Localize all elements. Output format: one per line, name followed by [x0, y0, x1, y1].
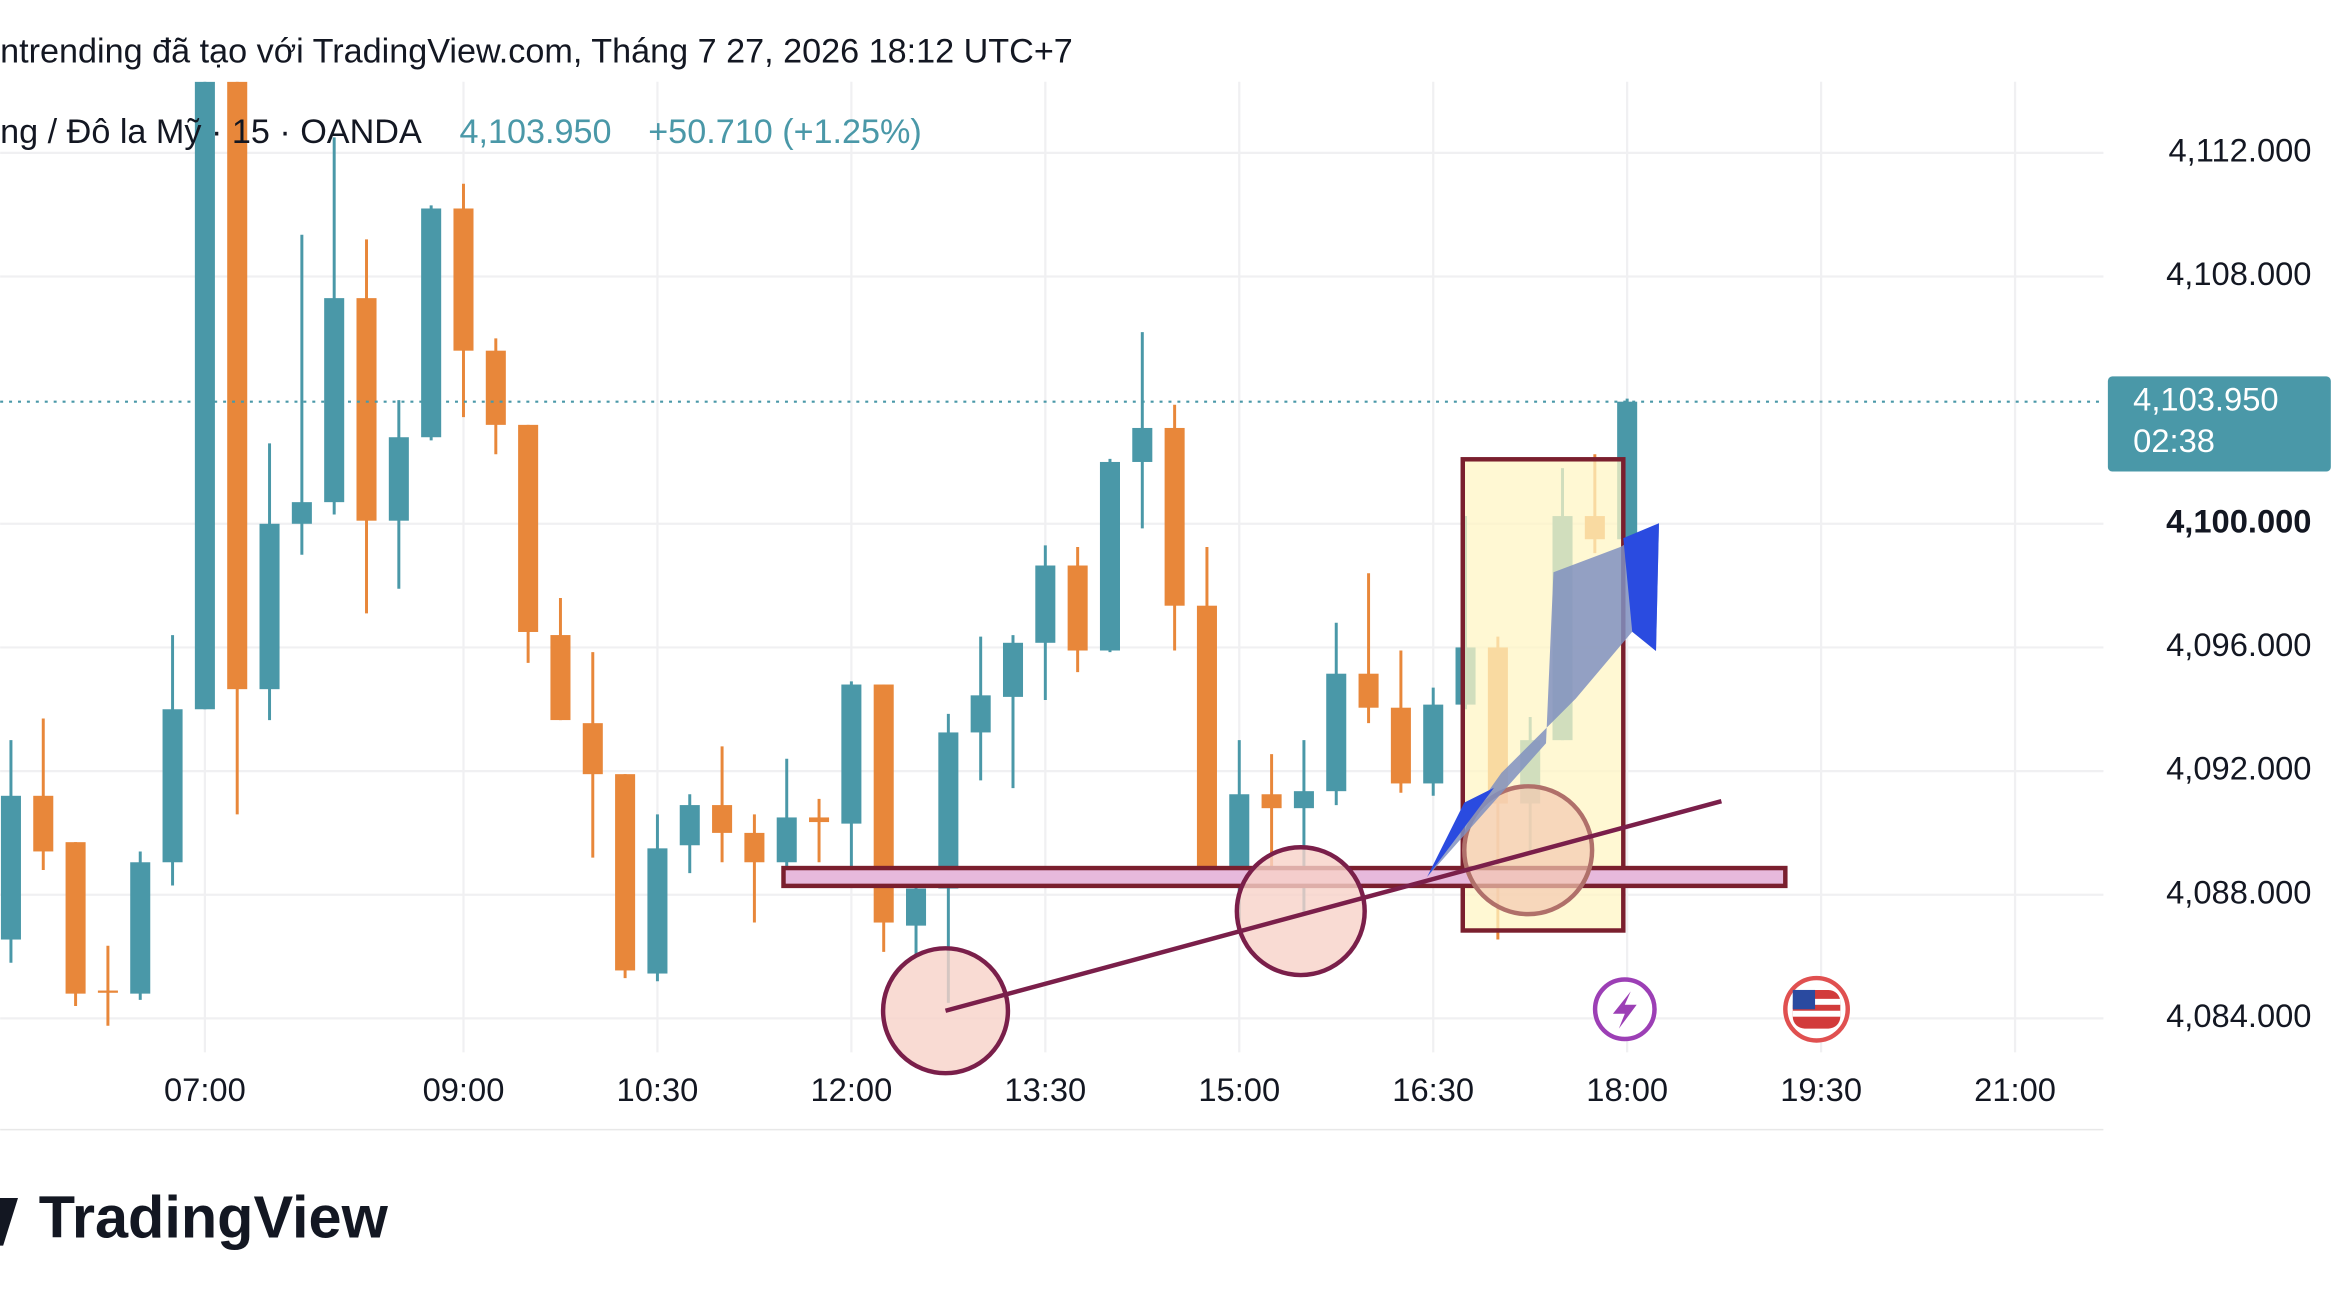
y-tick-label: 4,084.000 — [2166, 997, 2311, 1034]
candle-body — [227, 81, 248, 690]
candle-body — [1099, 461, 1120, 651]
candle-body — [970, 695, 991, 733]
candle-body — [1164, 427, 1185, 606]
candle-body — [388, 437, 409, 521]
logo-mark — [0, 1198, 19, 1246]
grid — [0, 81, 2104, 1053]
candle-body — [97, 990, 118, 993]
candle-body — [841, 684, 862, 824]
countdown: 02:38 — [2133, 422, 2215, 459]
circle-marker — [1462, 784, 1595, 917]
price-text: 4,103.950 — [459, 113, 611, 151]
candle-body — [162, 709, 183, 863]
flag-icon — [1792, 989, 1816, 1010]
flag-icon — [1792, 1010, 1841, 1017]
candle-body — [1261, 794, 1282, 809]
y-tick-label: 4,096.000 — [2166, 626, 2311, 663]
candle-body — [1293, 791, 1314, 809]
x-tick-label: 19:30 — [1780, 1071, 1862, 1108]
change-text: +50.710 (+1.25%) — [648, 113, 922, 151]
x-tick-label: 15:00 — [1198, 1071, 1280, 1108]
candle-body — [615, 774, 636, 971]
candle-body — [33, 795, 54, 852]
candle-body — [356, 298, 377, 521]
arrow-head — [1623, 523, 1659, 652]
y-tick-label: 4,092.000 — [2166, 750, 2311, 787]
y-tick-label: 4,100.000 — [2166, 502, 2311, 539]
candle-body — [259, 523, 280, 690]
candle-body — [1196, 605, 1217, 870]
candle-body — [421, 208, 442, 438]
candle-body — [130, 862, 151, 994]
candle-body — [518, 424, 539, 632]
candle-body — [65, 842, 86, 994]
arrow-body — [1427, 523, 1659, 877]
candle-body — [1358, 673, 1379, 708]
candle-body — [744, 832, 765, 863]
last-price-label: 4,103.950 — [2133, 380, 2278, 417]
x-tick-label: 10:30 — [617, 1071, 699, 1108]
candle-body — [485, 350, 506, 425]
candle-body — [1132, 427, 1153, 462]
candle-body — [1229, 794, 1250, 870]
x-tick-label: 09:00 — [423, 1071, 505, 1108]
drawings — [781, 457, 1850, 1076]
x-tick-label: 16:30 — [1392, 1071, 1474, 1108]
candle-body — [776, 817, 797, 863]
candle-body — [906, 888, 927, 926]
candle-body — [453, 208, 474, 351]
x-tick-label: 21:00 — [1974, 1071, 2056, 1108]
x-tick-label: 12:00 — [810, 1071, 892, 1108]
y-tick-label: 4,112.000 — [2169, 131, 2312, 168]
event-icon — [1612, 991, 1637, 1029]
candle-body — [582, 723, 603, 775]
candle-body — [938, 732, 959, 889]
candle-body — [647, 848, 668, 974]
x-tick-label: 07:00 — [164, 1071, 246, 1108]
candle-body — [0, 795, 21, 940]
last-price-box — [2107, 376, 2331, 472]
candle-body — [1035, 565, 1056, 643]
candle-body — [1067, 565, 1088, 651]
candle-body — [809, 817, 830, 823]
x-tick-label: 18:00 — [1586, 1071, 1668, 1108]
logo-text: TradingView — [39, 1184, 389, 1251]
arrow-tail — [1427, 787, 1494, 877]
candle-body — [291, 502, 312, 524]
candle-body — [194, 81, 215, 710]
candle-body — [324, 298, 345, 503]
y-tick-label: 4,088.000 — [2166, 873, 2311, 910]
overlay: 07:00 09:00 10:30 12:00 13:30 15:00 16:30 18:00… — [0, 131, 2331, 1108]
circle-marker — [1234, 845, 1367, 978]
candle-body — [679, 805, 700, 846]
candle-body — [712, 805, 733, 833]
y-tick-label: 4,108.000 — [2166, 255, 2311, 292]
header-title: ntrending đã tạo với TradingView.com, Th… — [0, 33, 1073, 71]
flag-icon — [1792, 998, 1841, 1005]
candle-body — [1326, 673, 1347, 792]
candle-body — [1423, 704, 1444, 784]
candle-body — [873, 684, 894, 923]
candle-body — [550, 635, 571, 721]
trend-line — [944, 799, 1722, 1013]
candle-body — [1002, 642, 1024, 697]
candle-body — [1390, 707, 1411, 784]
symbol: ng / Đô la Mỹ · 15 · OANDA — [0, 113, 422, 151]
x-tick-label: 13:30 — [1004, 1071, 1086, 1108]
